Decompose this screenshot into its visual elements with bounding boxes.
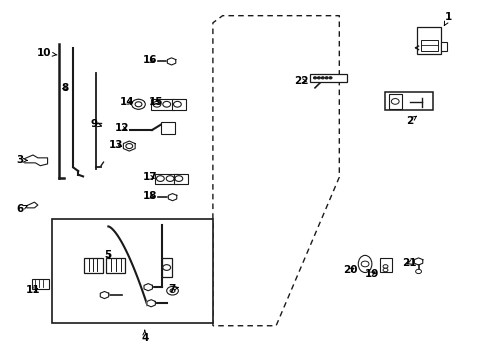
Text: 4: 4	[141, 330, 148, 343]
Bar	[161, 122, 175, 134]
Circle shape	[313, 77, 316, 79]
Circle shape	[153, 102, 161, 107]
Text: 14: 14	[119, 97, 134, 107]
Text: 3: 3	[16, 156, 27, 165]
Text: 7: 7	[167, 284, 178, 294]
Text: 6: 6	[16, 204, 27, 214]
Circle shape	[321, 77, 324, 79]
Bar	[171, 99, 186, 110]
Circle shape	[325, 77, 327, 79]
Bar	[151, 99, 174, 110]
Ellipse shape	[358, 255, 371, 273]
Circle shape	[166, 287, 178, 295]
Circle shape	[173, 102, 181, 107]
Text: 18: 18	[142, 191, 157, 201]
Circle shape	[382, 265, 387, 268]
Bar	[416, 27, 441, 54]
Text: 15: 15	[148, 97, 163, 107]
Bar	[384, 92, 432, 111]
Polygon shape	[144, 284, 152, 291]
Circle shape	[175, 176, 183, 181]
Circle shape	[390, 99, 398, 104]
Polygon shape	[413, 258, 422, 265]
Circle shape	[163, 265, 170, 270]
Text: 22: 22	[294, 76, 308, 86]
Bar	[106, 258, 125, 273]
Polygon shape	[123, 141, 135, 151]
Circle shape	[361, 261, 368, 267]
Bar	[84, 258, 102, 273]
Bar	[52, 219, 212, 323]
Circle shape	[170, 289, 175, 293]
Text: 9: 9	[90, 118, 102, 129]
Circle shape	[317, 77, 320, 79]
Polygon shape	[168, 194, 176, 201]
Circle shape	[135, 102, 142, 107]
Text: 20: 20	[343, 265, 357, 275]
Text: 5: 5	[103, 250, 111, 260]
Bar	[174, 174, 187, 184]
Polygon shape	[25, 155, 47, 166]
Circle shape	[415, 269, 421, 274]
Circle shape	[131, 99, 145, 109]
Text: 1: 1	[444, 13, 451, 26]
Polygon shape	[146, 300, 155, 307]
Circle shape	[125, 144, 132, 149]
Bar	[388, 94, 401, 109]
Text: 8: 8	[61, 83, 68, 93]
Text: 2: 2	[406, 116, 416, 126]
Bar	[379, 258, 391, 272]
Polygon shape	[132, 99, 144, 109]
Text: 13: 13	[108, 140, 122, 150]
Bar	[420, 40, 437, 51]
Bar	[441, 42, 447, 51]
Bar	[154, 174, 178, 184]
Text: 10: 10	[37, 48, 57, 58]
Text: 16: 16	[142, 55, 157, 65]
Text: 17: 17	[142, 172, 157, 182]
Text: 12: 12	[115, 123, 129, 133]
Polygon shape	[167, 58, 175, 65]
Bar	[162, 257, 171, 277]
Text: 21: 21	[402, 258, 416, 268]
Circle shape	[382, 268, 387, 272]
Circle shape	[328, 77, 331, 79]
Bar	[309, 74, 346, 82]
Polygon shape	[27, 202, 38, 208]
Polygon shape	[100, 292, 108, 298]
Text: 11: 11	[26, 285, 40, 295]
Circle shape	[163, 102, 170, 107]
Bar	[31, 279, 48, 289]
Text: 19: 19	[364, 269, 378, 279]
Circle shape	[156, 176, 164, 181]
Circle shape	[166, 176, 174, 181]
